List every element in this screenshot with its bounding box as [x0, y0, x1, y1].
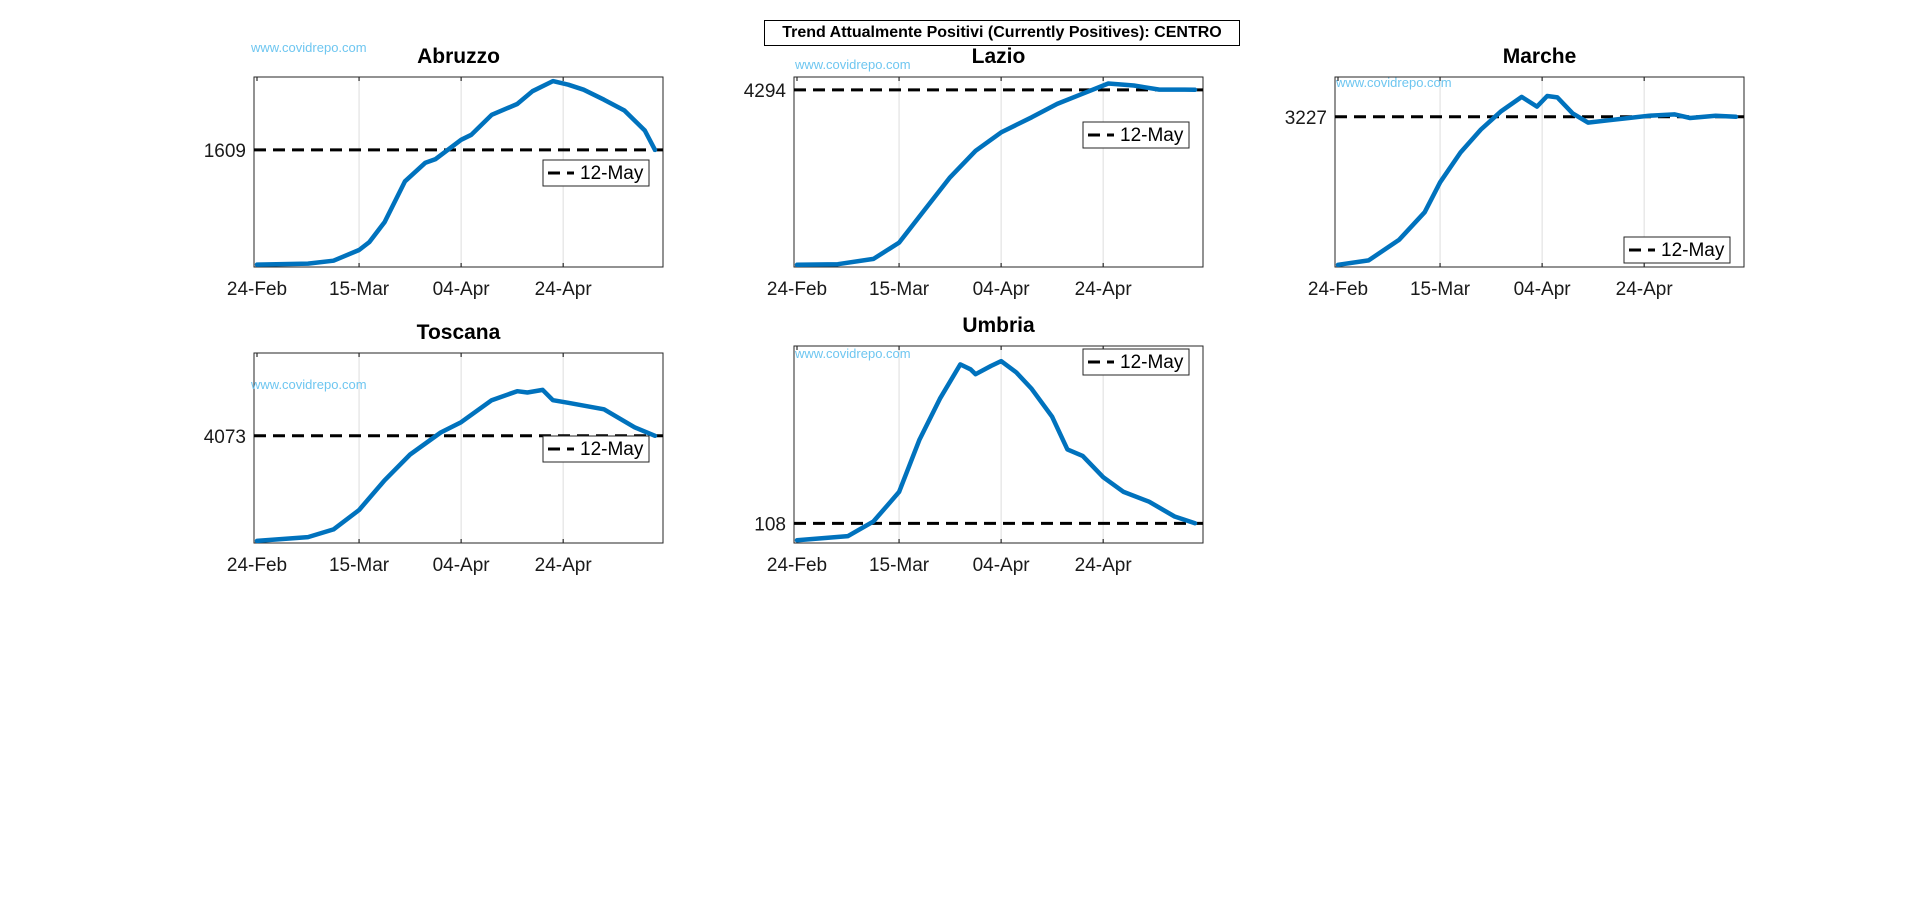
- legend-label: 12-May: [1120, 125, 1184, 146]
- subplot-toscana: 24-Feb 15-Mar 04-Apr 24-Apr 4073 Toscana www.c…: [204, 321, 663, 576]
- watermark-text: www.covidrepo.com: [794, 346, 911, 361]
- x-tick-label: 04-Apr: [433, 555, 491, 576]
- watermark-text: www.covidrepo.com: [794, 57, 911, 72]
- subplot-title: Abruzzo: [417, 45, 500, 68]
- x-tick-label: 24-Feb: [767, 555, 827, 576]
- x-tick-label: 15-Mar: [329, 555, 390, 576]
- y-tick-label: 4294: [744, 81, 787, 102]
- legend-label: 12-May: [580, 163, 644, 184]
- series-line: [797, 361, 1195, 540]
- x-tick-label: 24-Apr: [1075, 555, 1133, 576]
- x-tick-label: 24-Apr: [535, 279, 593, 300]
- x-tick-label: 24-Apr: [535, 555, 593, 576]
- subplot-title: Lazio: [972, 45, 1026, 68]
- x-tick-label: 04-Apr: [433, 279, 491, 300]
- watermark-text: www.covidrepo.com: [250, 377, 367, 392]
- subplot-marche: 24-Feb 15-Mar 04-Apr 24-Apr 3227 Marche www.co…: [1285, 45, 1744, 300]
- x-tick-label: 24-Apr: [1616, 279, 1674, 300]
- subplot-title: Umbria: [962, 314, 1035, 337]
- y-tick-label: 1609: [204, 141, 246, 162]
- x-tick-label: 04-Apr: [1514, 279, 1572, 300]
- y-tick-label: 108: [754, 514, 786, 535]
- x-tick-label: 24-Feb: [1308, 279, 1368, 300]
- x-tick-label: 15-Mar: [869, 555, 930, 576]
- legend: 12-May: [1624, 237, 1730, 263]
- x-tick-label: 24-Apr: [1075, 279, 1133, 300]
- x-tick-label: 15-Mar: [329, 279, 390, 300]
- legend-label: 12-May: [1661, 240, 1725, 261]
- x-tick-label: 24-Feb: [227, 555, 287, 576]
- legend: 12-May: [1083, 122, 1189, 148]
- subplot-umbria: 24-Feb 15-Mar 04-Apr 24-Apr 108 Umbria www.cov…: [754, 314, 1203, 576]
- legend-label: 12-May: [1120, 352, 1184, 373]
- subplot-title: Toscana: [417, 321, 501, 344]
- y-tick-label: 4073: [204, 427, 246, 448]
- x-tick-label: 04-Apr: [973, 555, 1031, 576]
- subplot-abruzzo: 24-Feb 15-Mar 04-Apr 24-Apr 1609 Abruzzo www.c…: [204, 40, 663, 300]
- watermark-text: www.covidrepo.com: [1335, 75, 1452, 90]
- y-tick-label: 3227: [1285, 108, 1327, 129]
- subplot-lazio: 24-Feb 15-Mar 04-Apr 24-Apr 4294 Lazio www.cov…: [744, 45, 1203, 300]
- x-tick-label: 04-Apr: [973, 279, 1031, 300]
- legend: 12-May: [543, 160, 649, 186]
- series-line: [797, 84, 1195, 265]
- axes-box: [794, 346, 1203, 543]
- legend-label: 12-May: [580, 439, 644, 460]
- legend: 12-May: [543, 436, 649, 462]
- figure-suptitle: Trend Attualmente Positivi (Currently Po…: [764, 20, 1240, 46]
- x-tick-label: 15-Mar: [869, 279, 930, 300]
- series-line: [257, 390, 655, 541]
- watermark-text: www.covidrepo.com: [250, 40, 367, 55]
- x-tick-label: 24-Feb: [767, 279, 827, 300]
- legend: 12-May: [1083, 349, 1189, 375]
- axes-box: [794, 77, 1203, 267]
- x-tick-label: 15-Mar: [1410, 279, 1471, 300]
- subplot-title: Marche: [1503, 45, 1577, 68]
- x-tick-label: 24-Feb: [227, 279, 287, 300]
